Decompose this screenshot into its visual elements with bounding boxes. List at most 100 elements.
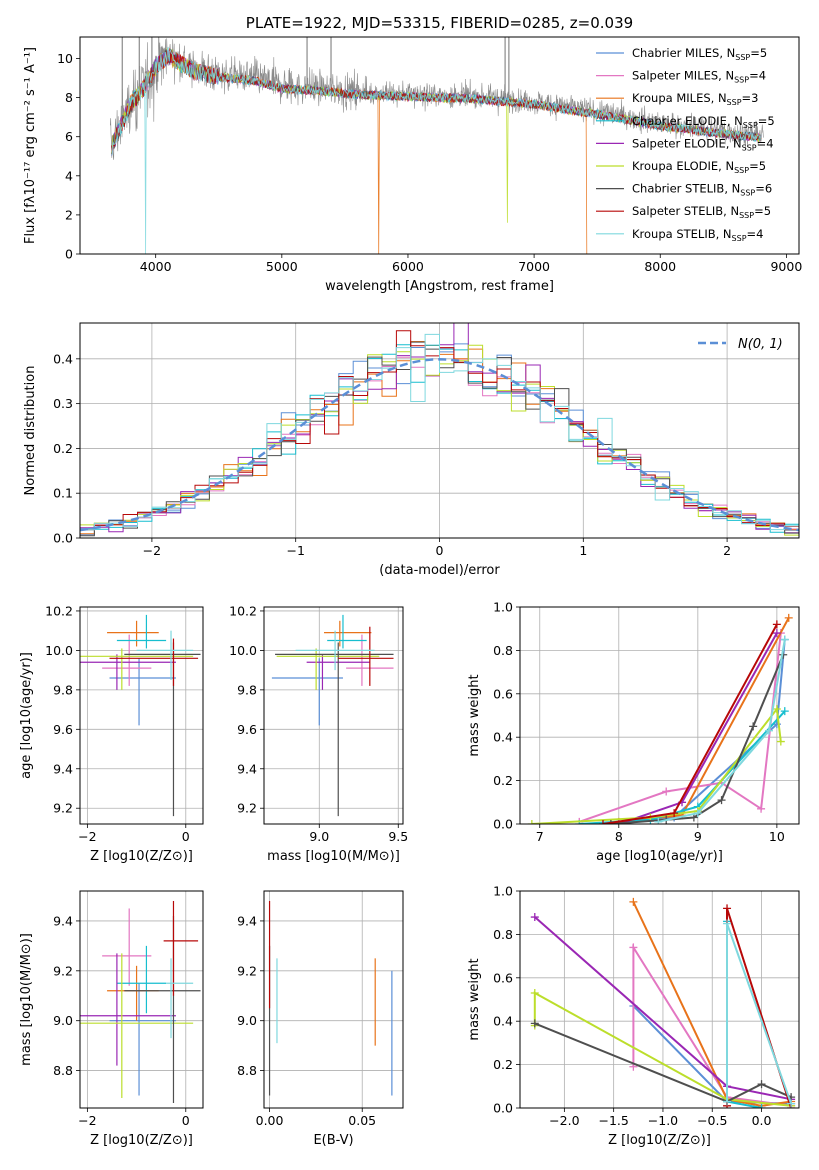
- age-vs-metallicity-panel: −2 0 9.2 9.4 9.6 9.8 10.0 10.2 Z [log10(Z/Z⊙)] ag…: [19, 603, 204, 864]
- y-axis-label: Flux [fλ10⁻¹⁷ erg cm⁻² s⁻¹ A⁻¹]: [23, 47, 38, 244]
- plot-area: [80, 891, 203, 1108]
- legend: N(0, 1): [698, 337, 783, 352]
- plot-area: [520, 607, 799, 824]
- mass-weight-line: [534, 1022, 792, 1103]
- y-tick-label: 9.6: [53, 722, 73, 737]
- y-tick-label: 0.6: [493, 686, 513, 701]
- y-tick-label: 9.2: [237, 963, 257, 978]
- model-spectrum-line: [111, 46, 762, 254]
- mass-weight-marker: [757, 804, 766, 813]
- y-tick-label: 0.0: [53, 531, 73, 546]
- x-tick-label: 0: [182, 829, 190, 844]
- y-tick-label: 10: [57, 51, 73, 66]
- x-tick-label: 5000: [266, 259, 298, 274]
- mass-weight-marker: [784, 613, 793, 622]
- legend-label: Kroupa ELODIE, NSSP=5: [632, 159, 766, 175]
- x-tick-label: −2: [78, 829, 96, 844]
- y-tick-label: 0.2: [53, 441, 73, 456]
- mass-weight-marker: [693, 809, 702, 818]
- x-tick-label: 9.5: [388, 829, 408, 844]
- legend-label: Salpeter ELODIE, NSSP=4: [632, 136, 774, 152]
- plot-frame: [79, 890, 204, 1109]
- mass-weight-marker: [530, 988, 539, 997]
- x-tick-label: 0: [182, 1113, 190, 1128]
- x-tick-label: 8: [615, 829, 623, 844]
- x-tick-label: 10: [769, 829, 785, 844]
- x-tick-label: 0.00: [256, 1113, 284, 1128]
- mass-weight-marker: [723, 904, 732, 913]
- y-tick-label: 1.0: [493, 884, 513, 899]
- plot-area: [264, 607, 403, 824]
- plot-area: [264, 891, 403, 1108]
- mass-weight-marker: [772, 629, 781, 638]
- x-tick-label: 1: [579, 543, 587, 558]
- x-tick-label: 7000: [518, 259, 550, 274]
- chart-title: PLATE=1922, MJD=53315, FIBERID=0285, z=0…: [246, 14, 633, 32]
- plot-frame: [79, 322, 800, 539]
- y-axis-label: mass [log10(M/M⊙)]: [19, 933, 34, 1066]
- x-axis-label: wavelength [Angstrom, rest frame]: [325, 279, 554, 294]
- legend-label: Kroupa STELIB, NSSP=4: [632, 227, 763, 243]
- y-tick-label: 8.8: [53, 1063, 73, 1078]
- residual-histogram-panel: −2 −1 0 1 2 0.0 0.1 0.2 0.3 0.4 (data-model)/error…: [23, 322, 800, 578]
- y-tick-label: 9.2: [237, 801, 257, 816]
- y-tick-label: 10.2: [45, 603, 73, 618]
- x-axis-label: Z [log10(Z/Z⊙)]: [90, 1133, 193, 1148]
- mass-weight-line: [533, 991, 792, 1107]
- y-tick-label: 1.0: [493, 600, 513, 615]
- legend-label: N(0, 1): [738, 337, 783, 352]
- x-tick-label: 7: [536, 829, 544, 844]
- plot-frame: [263, 606, 404, 825]
- y-tick-label: 8: [65, 90, 73, 105]
- y-tick-label: 0.4: [493, 1014, 513, 1029]
- mass-weight-marker: [530, 913, 539, 922]
- y-tick-label: 8.8: [237, 1063, 257, 1078]
- mass-weight-marker: [780, 707, 789, 716]
- plot-frame: [79, 606, 204, 825]
- x-axis-label: E(B-V): [313, 1133, 353, 1148]
- plot-content: [80, 900, 201, 1104]
- mass-weight-marker: [757, 1080, 766, 1089]
- x-tick-label: 4000: [140, 259, 172, 274]
- x-tick-label: −1.5: [598, 1113, 628, 1128]
- plot-content: [527, 613, 793, 824]
- y-tick-label: 9.4: [53, 761, 73, 776]
- x-tick-label: −0.5: [697, 1113, 727, 1128]
- plot-area: [80, 607, 203, 824]
- x-axis-label: Z [log10(Z/Z⊙)]: [608, 1133, 711, 1148]
- mass-weight-marker: [629, 943, 638, 952]
- x-tick-label: −2: [143, 543, 161, 558]
- y-tick-label: 9.4: [53, 913, 73, 928]
- mass-weight-vs-age-panel: 7 8 9 10 0.0 0.2 0.4 0.6 0.8 1.0 age [log10(age/yr…: [467, 600, 800, 864]
- y-tick-label: 0: [65, 247, 73, 262]
- legend-label: Chabrier MILES, NSSP=5: [632, 46, 767, 62]
- x-axis-label: Z [log10(Z/Z⊙)]: [90, 849, 193, 864]
- y-tick-label: 2: [65, 207, 73, 222]
- y-tick-label: 9.2: [53, 801, 73, 816]
- x-tick-label: −2: [78, 1113, 96, 1128]
- mass-vs-metallicity-panel: −2 0 8.8 9.0 9.2 9.4 Z [log10(Z/Z⊙)] mass [log1…: [19, 890, 204, 1148]
- legend-label: Chabrier ELODIE, NSSP=5: [632, 114, 775, 130]
- y-tick-label: 9.8: [53, 682, 73, 697]
- y-axis-label: mass weight: [467, 674, 482, 756]
- mass-weight-marker: [776, 737, 785, 746]
- plot-frame: [519, 890, 800, 1109]
- plot-content: [530, 897, 796, 1108]
- x-tick-label: 0.05: [348, 1113, 376, 1128]
- mass-weight-marker: [654, 817, 663, 824]
- mass-weight-marker: [723, 1097, 732, 1106]
- mass-weight-marker: [772, 704, 781, 713]
- plot-content: [271, 614, 394, 817]
- y-tick-label: 9.0: [237, 1013, 257, 1028]
- y-tick-label: 10.0: [45, 643, 73, 658]
- y-tick-label: 9.4: [237, 913, 257, 928]
- y-axis-label: age [log10(age/yr)]: [19, 652, 34, 779]
- mass-weight-marker: [662, 787, 671, 796]
- y-tick-label: 0.4: [53, 351, 73, 366]
- y-tick-label: 9.8: [237, 682, 257, 697]
- legend-label: Salpeter STELIB, NSSP=5: [632, 204, 771, 220]
- x-tick-label: 9000: [770, 259, 802, 274]
- plot-frame: [79, 36, 800, 255]
- mass-weight-line: [610, 654, 785, 824]
